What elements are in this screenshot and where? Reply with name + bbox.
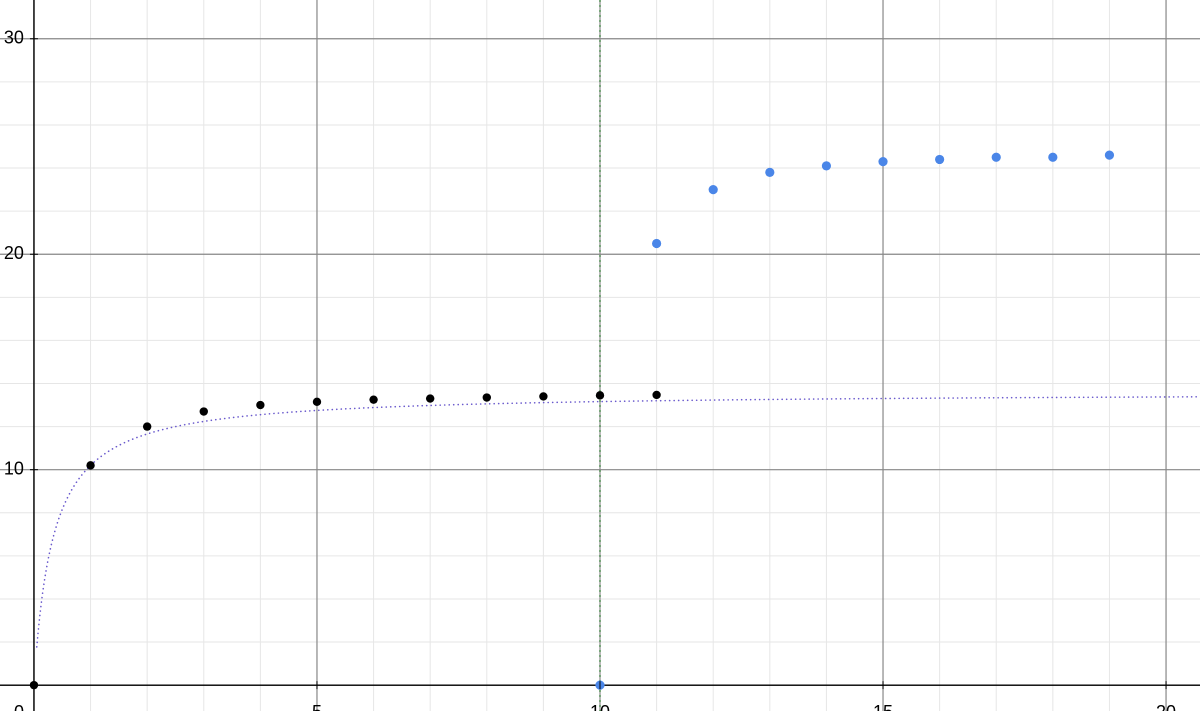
series-black-point: [596, 391, 604, 399]
series-black-point: [256, 401, 264, 409]
y-tick-label: 20: [4, 243, 24, 263]
series-black-point: [426, 394, 434, 402]
x-tick-label: 10: [590, 702, 610, 711]
y-tick-label: 30: [4, 28, 24, 48]
series-blue-point: [1105, 151, 1114, 160]
series-blue-point: [765, 168, 774, 177]
series-blue-point: [652, 239, 661, 248]
series-black-point: [483, 393, 491, 401]
chart-svg: 0 5 10 15 20 10 20 30: [0, 0, 1200, 711]
x-tick-label: 0: [14, 702, 24, 711]
graph-panel: 0 5 10 15 20 10 20 30: [0, 0, 1200, 711]
series-black-point: [143, 422, 151, 430]
x-tick-label: 5: [312, 702, 322, 711]
series-blue-point: [1048, 153, 1057, 162]
x-tick-label: 20: [1156, 702, 1176, 711]
series-black-point: [539, 392, 547, 400]
series-black-point: [313, 398, 321, 406]
series-blue-point: [709, 185, 718, 194]
series-blue-point: [935, 155, 944, 164]
series-black-point: [369, 395, 377, 403]
series-black-point: [652, 391, 660, 399]
series-blue-point: [878, 157, 887, 166]
x-tick-label: 15: [873, 702, 893, 711]
series-black-point: [200, 407, 208, 415]
series-blue-point: [822, 161, 831, 170]
y-tick-label: 10: [4, 458, 24, 478]
series-black-point: [86, 461, 94, 469]
series-blue-point: [992, 153, 1001, 162]
